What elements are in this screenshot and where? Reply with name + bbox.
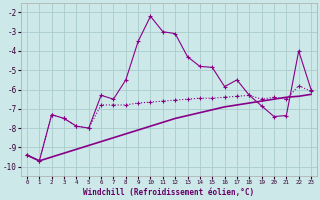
X-axis label: Windchill (Refroidissement éolien,°C): Windchill (Refroidissement éolien,°C) [84,188,255,197]
